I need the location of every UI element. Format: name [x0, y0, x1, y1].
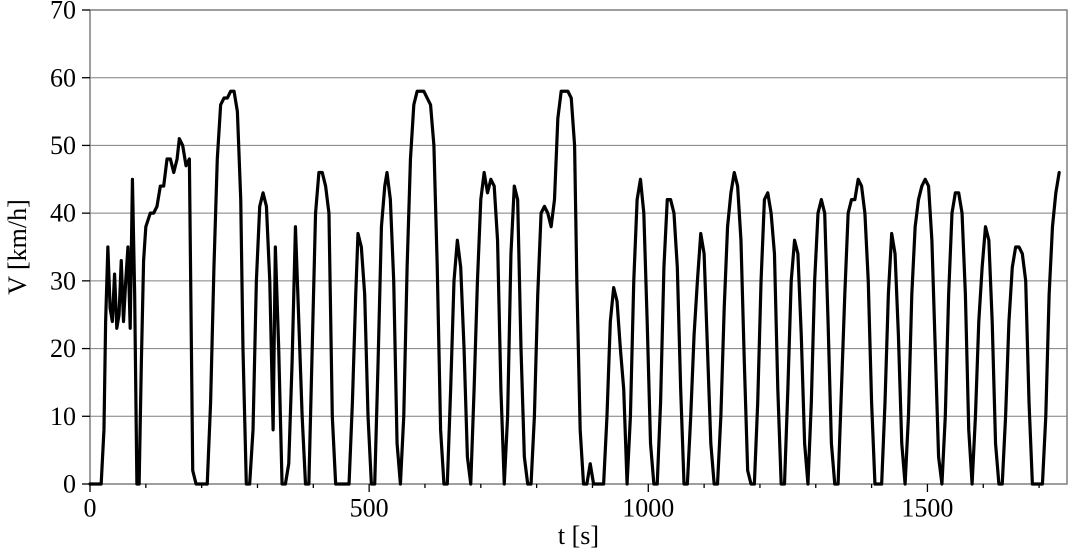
y-tick-label: 70 [50, 0, 76, 25]
y-tick-label: 20 [50, 334, 76, 363]
y-tick-label: 10 [50, 402, 76, 431]
x-tick-label: 1000 [622, 494, 674, 523]
y-tick-label: 30 [50, 266, 76, 295]
y-axis-label: V [km/h] [3, 199, 32, 295]
x-tick-label: 500 [350, 494, 389, 523]
x-tick-label: 0 [84, 494, 97, 523]
x-tick-label: 1500 [901, 494, 953, 523]
chart-container: { "chart": { "type": "line", "width": 10… [0, 0, 1079, 556]
y-tick-label: 60 [50, 63, 76, 92]
x-axis-label: t [s] [558, 521, 599, 550]
y-tick-label: 50 [50, 131, 76, 160]
y-tick-label: 40 [50, 199, 76, 228]
y-tick-label: 0 [63, 470, 76, 499]
speed-time-line-chart: 0 500 1000 1500 0 10 20 30 40 50 60 70 t [s] V [km/h] [0, 0, 1079, 556]
